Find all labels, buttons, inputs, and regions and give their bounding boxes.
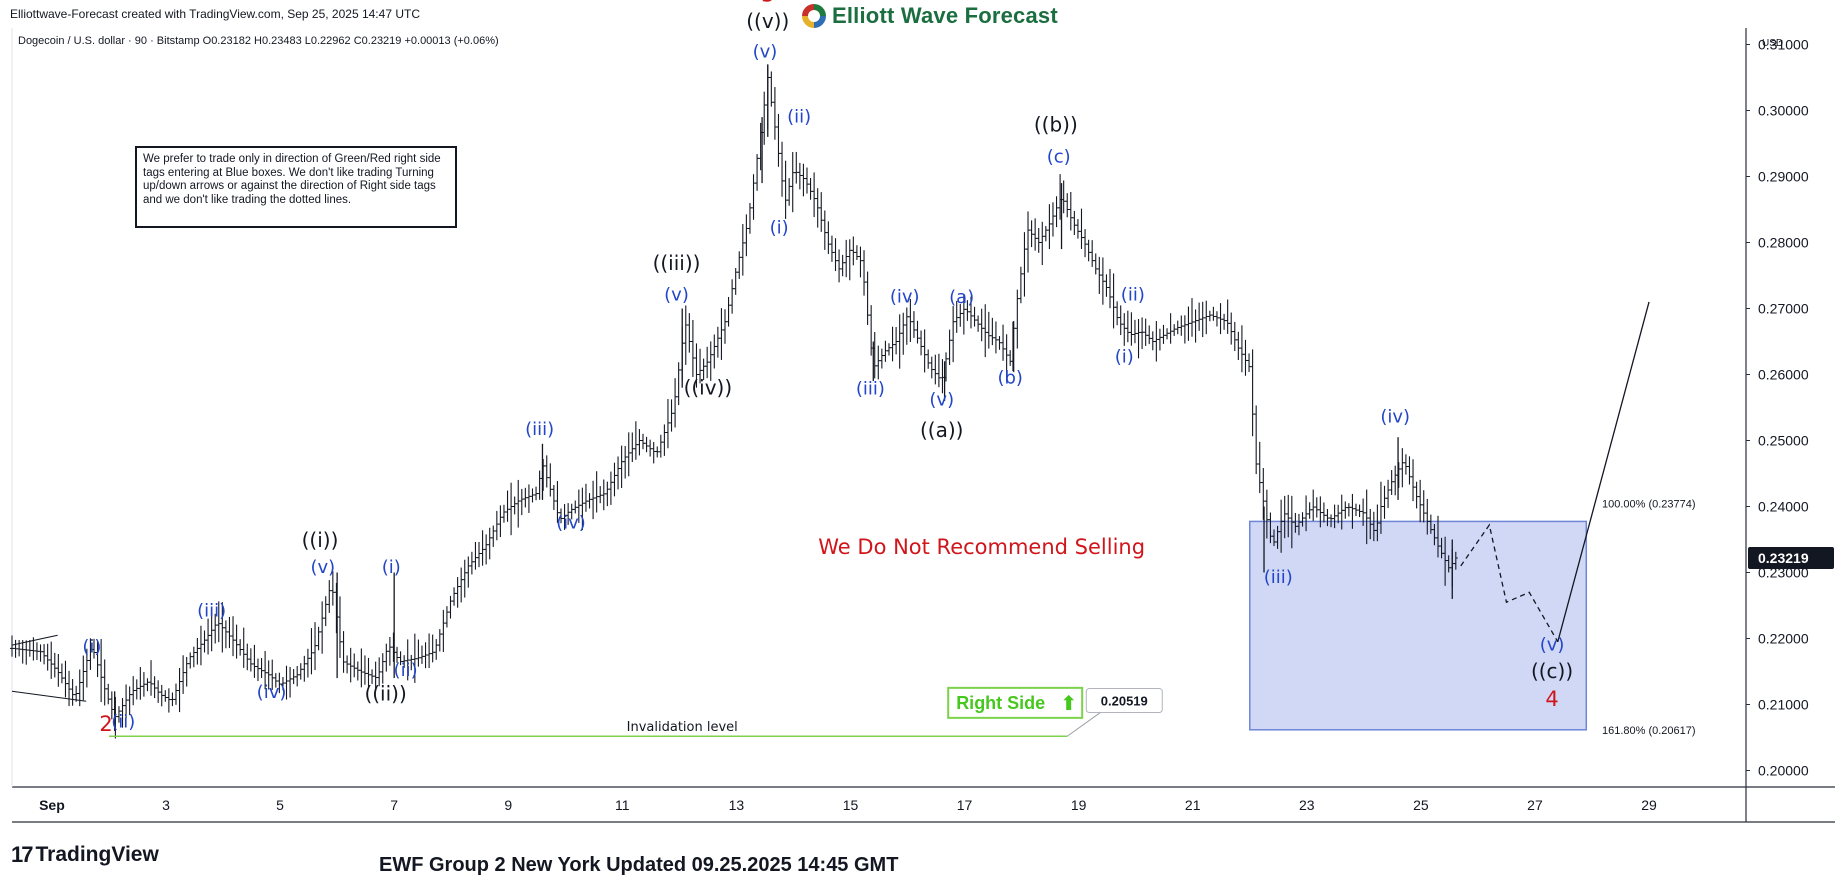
wave-label: (ii) bbox=[394, 660, 418, 681]
projection-solid-line bbox=[1557, 301, 1650, 642]
y-tick-label: 0.22000 bbox=[1758, 631, 1809, 647]
right-side-tag-label: Right Side bbox=[956, 693, 1045, 713]
wave-label: (ii) bbox=[787, 106, 811, 127]
x-tick-label: 17 bbox=[957, 797, 973, 813]
wave-label: ((v)) bbox=[746, 9, 789, 33]
x-tick-label: 23 bbox=[1299, 797, 1315, 813]
tradingview-logo: 17 TradingView bbox=[11, 842, 159, 868]
wave-label: (i) bbox=[770, 217, 789, 238]
currency-label: USD bbox=[1762, 38, 1784, 49]
current-price-label: 0.23219 bbox=[1758, 550, 1809, 566]
channel-line bbox=[11, 690, 87, 702]
wave-label: We Do Not Recommend Selling bbox=[818, 535, 1145, 559]
wave-label: (a) bbox=[949, 287, 974, 308]
wave-label: ((iii)) bbox=[653, 251, 701, 275]
wave-label: (iii) bbox=[197, 601, 226, 622]
wave-label: (i) bbox=[82, 636, 101, 657]
wave-label: (iii) bbox=[525, 419, 554, 440]
wave-label: ((a)) bbox=[920, 418, 963, 442]
invalidation-price-tag bbox=[1085, 688, 1163, 714]
y-tick-label: 0.31000 bbox=[1758, 37, 1809, 53]
wave-label: 2 bbox=[99, 712, 112, 736]
wave-label: 3 bbox=[761, 0, 774, 7]
current-price-tag bbox=[1748, 547, 1834, 570]
x-tick-label: 7 bbox=[390, 797, 398, 813]
wave-label: ((i)) bbox=[302, 528, 339, 552]
wave-label: (iii) bbox=[856, 378, 885, 399]
wave-label: (v) bbox=[1540, 634, 1565, 655]
x-tick-label: 19 bbox=[1071, 797, 1087, 813]
y-tick-label: 0.20000 bbox=[1758, 763, 1809, 779]
channel-line bbox=[11, 634, 58, 646]
brand: Elliott Wave Forecast bbox=[802, 2, 1058, 30]
up-arrow-icon: ⬆ bbox=[1060, 691, 1077, 715]
y-tick-label: 0.21000 bbox=[1758, 697, 1809, 713]
footer-title: EWF Group 2 New York Updated 09.25.2025 … bbox=[379, 854, 899, 876]
x-tick-label: 29 bbox=[1641, 797, 1657, 813]
wave-label: 4 bbox=[1545, 687, 1558, 711]
wave-label: (iv) bbox=[1380, 407, 1410, 428]
x-tick-label: 13 bbox=[729, 797, 745, 813]
symbol-info: Dogecoin / U.S. dollar · 90 · Bitstamp O… bbox=[18, 35, 499, 47]
wave-label: ((ii)) bbox=[364, 682, 406, 706]
x-tick-label: 27 bbox=[1527, 797, 1543, 813]
wave-label: ((b)) bbox=[1034, 113, 1078, 137]
trading-note: We prefer to trade only in direction of … bbox=[135, 146, 457, 228]
projection-dashed-line bbox=[1460, 523, 1559, 643]
wave-label: (v) bbox=[664, 285, 689, 306]
y-tick-label: 0.27000 bbox=[1758, 301, 1809, 317]
y-tick-label: 0.26000 bbox=[1758, 367, 1809, 383]
header-attribution: Elliottwave-Forecast created with Tradin… bbox=[10, 7, 420, 21]
x-tick-label: 5 bbox=[276, 797, 284, 813]
fib-level-label: 161.80% (0.20617) bbox=[1602, 725, 1696, 737]
x-tick-label: 21 bbox=[1185, 797, 1201, 813]
invalidation-price-label: 0.20519 bbox=[1101, 694, 1148, 709]
blue-box-target-zone bbox=[1249, 520, 1588, 731]
x-tick-label: 9 bbox=[504, 797, 512, 813]
wave-label: (i) bbox=[382, 557, 401, 578]
y-tick-label: 0.30000 bbox=[1758, 103, 1809, 119]
wave-label: (iv) bbox=[257, 682, 287, 703]
invalidation-tag-pointer bbox=[1066, 712, 1101, 737]
brand-name: Elliott Wave Forecast bbox=[832, 3, 1058, 28]
wave-label: (v) bbox=[929, 390, 954, 411]
fib-level-label: 100.00% (0.23774) bbox=[1602, 498, 1696, 510]
wave-label: (b) bbox=[997, 368, 1022, 389]
tradingview-mark-icon: 17 bbox=[11, 842, 34, 867]
wave-label: (iv) bbox=[890, 287, 920, 308]
wave-label: (v) bbox=[753, 42, 778, 63]
wave-label: (iii) bbox=[1264, 567, 1293, 588]
wave-label: ((iv)) bbox=[684, 375, 733, 399]
right-side-tag bbox=[947, 686, 1084, 719]
wave-label: (ii) bbox=[1121, 285, 1145, 306]
elliott-wave-logo-icon bbox=[802, 4, 826, 28]
x-tick-label: 25 bbox=[1413, 797, 1429, 813]
wave-label: (ii) bbox=[111, 712, 135, 733]
tradingview-logo-text: TradingView bbox=[35, 843, 159, 866]
x-tick-label: 11 bbox=[615, 797, 630, 813]
y-tick-label: 0.24000 bbox=[1758, 499, 1809, 515]
x-tick-label: Sep bbox=[39, 797, 65, 813]
wave-label: (c) bbox=[1047, 147, 1071, 168]
x-tick-label: 3 bbox=[162, 797, 170, 813]
wave-label: (iv) bbox=[556, 512, 586, 533]
wave-label: Invalidation level bbox=[627, 720, 738, 735]
y-tick-label: 0.29000 bbox=[1758, 169, 1809, 185]
y-tick-label: 0.25000 bbox=[1758, 433, 1809, 449]
x-tick-label: 15 bbox=[843, 797, 859, 813]
wave-label: (v) bbox=[311, 557, 336, 578]
wave-label: (i) bbox=[1115, 347, 1134, 368]
y-tick-label: 0.28000 bbox=[1758, 235, 1809, 251]
wave-label: ((c)) bbox=[1531, 659, 1573, 683]
